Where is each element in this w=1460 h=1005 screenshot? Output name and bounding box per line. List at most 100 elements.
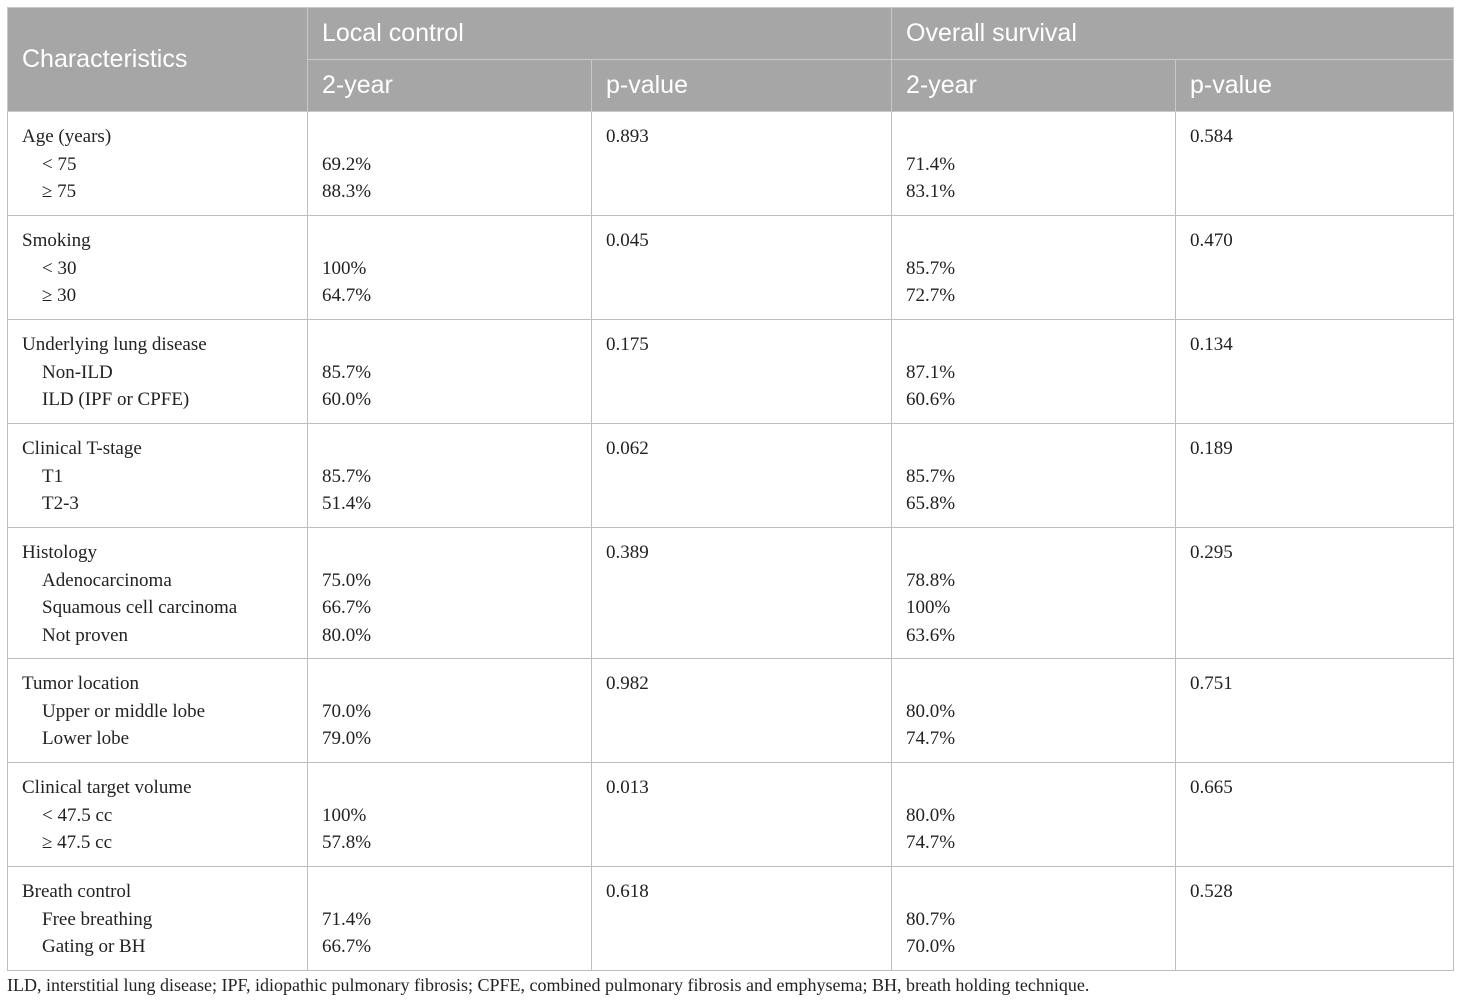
os-2-year-cell: 78.8% 100% 63.6% bbox=[891, 527, 1176, 659]
lc-2-year-cell: 75.0% 66.7% 80.0% bbox=[307, 527, 592, 659]
lc-p-value-cell: 0.893 bbox=[591, 111, 892, 216]
subgroup-label: T2-3 bbox=[42, 493, 79, 515]
group-title: Breath control bbox=[22, 881, 132, 902]
header-os-p-value: p-value bbox=[1175, 59, 1454, 112]
lc-p-value-cell: 0.062 bbox=[591, 423, 892, 528]
group-title: Clinical T-stage bbox=[22, 438, 142, 459]
subgroup-label: < 30 bbox=[42, 257, 77, 279]
table-row: Age (years) < 75 ≥ 75 69.2% 88.3% 0.893 71.4% 8… bbox=[7, 111, 1454, 216]
group-title: Tumor location bbox=[22, 673, 139, 694]
spacer bbox=[906, 878, 1175, 906]
os-p-value: 0.189 bbox=[1190, 438, 1233, 459]
os-2-year-value: 71.4% bbox=[906, 153, 956, 175]
group-title: Age (years) bbox=[22, 126, 112, 147]
lc-2-year-cell: 69.2% 88.3% bbox=[307, 111, 592, 216]
os-2-year-cell: 80.7% 70.0% bbox=[891, 866, 1176, 971]
characteristic-cell: Clinical T-stage T1 T2-3 bbox=[7, 423, 308, 528]
lc-2-year-value: 100% bbox=[322, 804, 367, 826]
subgroup-label: Upper or middle lobe bbox=[42, 700, 206, 722]
lc-p-value: 0.062 bbox=[606, 438, 649, 459]
lc-2-year-value: 60.0% bbox=[322, 389, 372, 411]
os-2-year-value: 74.7% bbox=[906, 832, 956, 854]
os-2-year-value: 72.7% bbox=[906, 285, 956, 307]
os-2-year-value: 74.7% bbox=[906, 728, 956, 750]
subgroup-label: ≥ 47.5 cc bbox=[42, 832, 113, 854]
os-p-value: 0.470 bbox=[1190, 230, 1233, 251]
subgroup-label: Not proven bbox=[42, 625, 129, 647]
os-p-value-cell: 0.665 bbox=[1175, 762, 1454, 867]
os-p-value: 0.134 bbox=[1190, 334, 1233, 355]
spacer bbox=[322, 435, 591, 463]
os-2-year-cell: 87.1% 60.6% bbox=[891, 319, 1176, 424]
characteristic-cell: Tumor location Upper or middle lobe Lower … bbox=[7, 658, 308, 763]
os-2-year-value: 65.8% bbox=[906, 493, 956, 515]
lc-2-year-value: 66.7% bbox=[322, 597, 372, 619]
lc-2-year-cell: 85.7% 60.0% bbox=[307, 319, 592, 424]
subgroup-label: Squamous cell carcinoma bbox=[42, 597, 238, 619]
spacer bbox=[906, 123, 1175, 151]
spacer bbox=[906, 331, 1175, 359]
os-2-year-value: 80.7% bbox=[906, 908, 956, 930]
spacer bbox=[906, 539, 1175, 567]
lc-p-value: 0.175 bbox=[606, 334, 649, 355]
lc-2-year-cell: 70.0% 79.0% bbox=[307, 658, 592, 763]
lc-2-year-cell: 100% 57.8% bbox=[307, 762, 592, 867]
os-p-value-cell: 0.470 bbox=[1175, 215, 1454, 320]
table-header: Characteristics Local control Overall su… bbox=[7, 7, 1454, 112]
lc-2-year-cell: 100% 64.7% bbox=[307, 215, 592, 320]
os-2-year-value: 63.6% bbox=[906, 625, 956, 647]
characteristic-cell: Clinical target volume < 47.5 cc ≥ 47.5 cc bbox=[7, 762, 308, 867]
table-body: Age (years) < 75 ≥ 75 69.2% 88.3% 0.893 71.4% 8… bbox=[7, 111, 1454, 971]
os-p-value: 0.528 bbox=[1190, 881, 1233, 902]
subgroup-label: Lower lobe bbox=[42, 728, 130, 750]
os-p-value-cell: 0.295 bbox=[1175, 527, 1454, 659]
spacer bbox=[322, 331, 591, 359]
lc-2-year-value: 69.2% bbox=[322, 153, 372, 175]
table-footnote: ILD, interstitial lung disease; IPF, idi… bbox=[7, 975, 1090, 995]
header-characteristics: Characteristics bbox=[7, 7, 308, 112]
os-2-year-value: 100% bbox=[906, 597, 951, 619]
subgroup-label: Free breathing bbox=[42, 908, 153, 930]
table-row: Smoking < 30 ≥ 30 100% 64.7% 0.045 85.7% 72.7% 0… bbox=[7, 215, 1454, 320]
subgroup-label: Adenocarcinoma bbox=[42, 569, 172, 591]
lc-2-year-value: 85.7% bbox=[322, 361, 372, 383]
table-row: Clinical T-stage T1 T2-3 85.7% 51.4% 0.062 85.… bbox=[7, 423, 1454, 528]
lc-p-value-cell: 0.618 bbox=[591, 866, 892, 971]
header-overall-survival: Overall survival bbox=[891, 7, 1454, 60]
lc-2-year-value: 88.3% bbox=[322, 181, 372, 203]
subgroup-label: ≥ 30 bbox=[42, 285, 77, 307]
characteristic-cell: Smoking < 30 ≥ 30 bbox=[7, 215, 308, 320]
lc-p-value: 0.982 bbox=[606, 673, 649, 694]
lc-2-year-cell: 85.7% 51.4% bbox=[307, 423, 592, 528]
header-lc-p-value: p-value bbox=[591, 59, 892, 112]
spacer bbox=[906, 227, 1175, 255]
lc-2-year-value: 100% bbox=[322, 257, 367, 279]
lc-p-value-cell: 0.175 bbox=[591, 319, 892, 424]
os-p-value-cell: 0.751 bbox=[1175, 658, 1454, 763]
subgroup-label: < 47.5 cc bbox=[42, 804, 113, 826]
lc-2-year-value: 79.0% bbox=[322, 728, 372, 750]
lc-2-year-value: 64.7% bbox=[322, 285, 372, 307]
spacer bbox=[322, 774, 591, 802]
spacer bbox=[322, 123, 591, 151]
spacer bbox=[322, 539, 591, 567]
header-lc-2-year: 2-year bbox=[307, 59, 592, 112]
os-2-year-value: 78.8% bbox=[906, 569, 956, 591]
lc-2-year-value: 66.7% bbox=[322, 936, 372, 958]
lc-p-value: 0.618 bbox=[606, 881, 649, 902]
lc-2-year-cell: 71.4% 66.7% bbox=[307, 866, 592, 971]
os-2-year-value: 85.7% bbox=[906, 465, 956, 487]
lc-p-value-cell: 0.389 bbox=[591, 527, 892, 659]
lc-2-year-value: 57.8% bbox=[322, 832, 372, 854]
characteristic-cell: Underlying lung disease Non-ILD ILD (IPF o… bbox=[7, 319, 308, 424]
lc-p-value-cell: 0.982 bbox=[591, 658, 892, 763]
table-row: Breath control Free breathing Gating or BH… bbox=[7, 866, 1454, 971]
spacer bbox=[906, 670, 1175, 698]
os-p-value-cell: 0.528 bbox=[1175, 866, 1454, 971]
spacer bbox=[322, 878, 591, 906]
spacer bbox=[322, 227, 591, 255]
characteristic-cell: Age (years) < 75 ≥ 75 bbox=[7, 111, 308, 216]
table-row: Tumor location Upper or middle lobe Lower … bbox=[7, 658, 1454, 763]
os-p-value: 0.665 bbox=[1190, 777, 1233, 798]
lc-p-value: 0.013 bbox=[606, 777, 649, 798]
